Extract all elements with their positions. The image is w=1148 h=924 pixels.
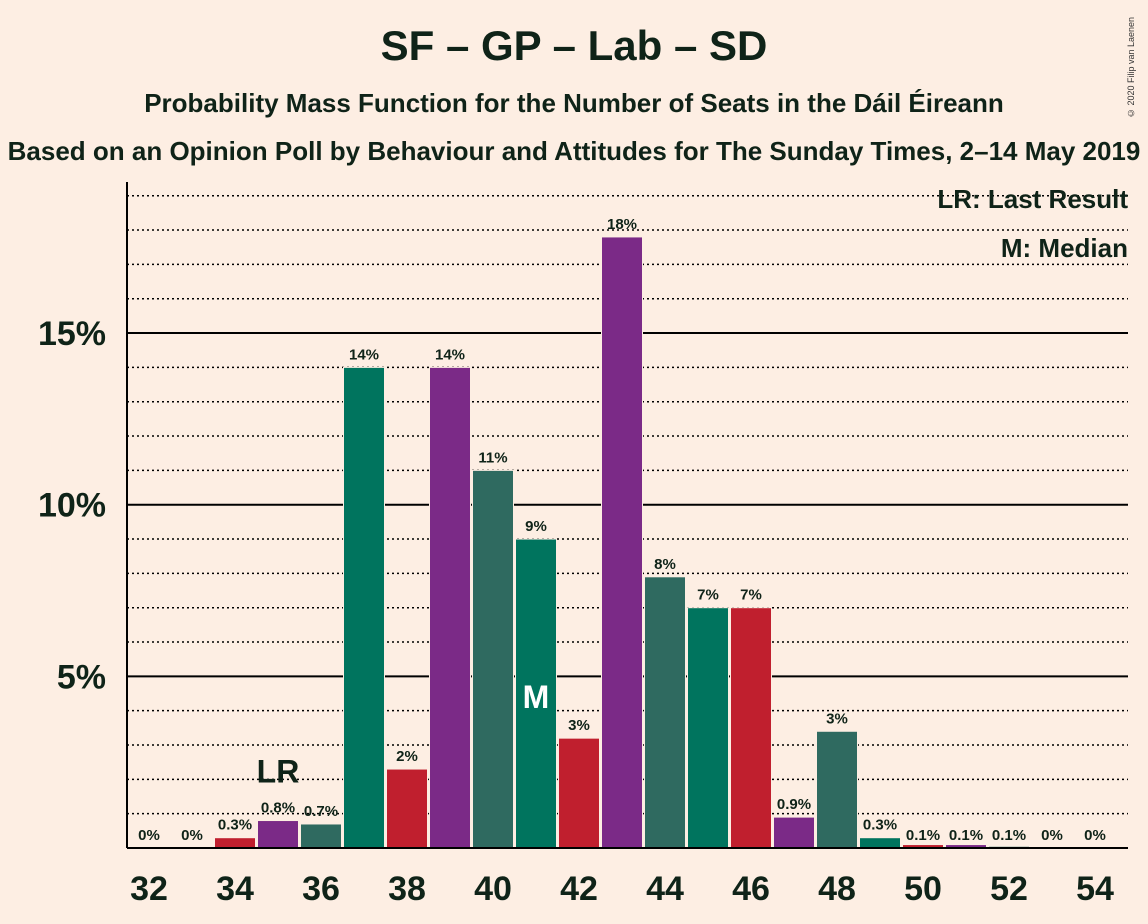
x-tick-labels: 32 34 36 38 40 42 44 46 48 50 52 54 <box>130 870 1114 908</box>
x-tick-label: 44 <box>646 870 684 908</box>
x-tick-label: 52 <box>990 870 1028 908</box>
median-marker: M <box>523 679 550 715</box>
data-label-46: 7% <box>740 587 762 604</box>
bar-38 <box>386 768 428 849</box>
bar-36 <box>300 823 342 849</box>
x-tick-label: 48 <box>818 870 856 908</box>
data-label-32: 0% <box>138 827 160 844</box>
data-label-52: 0.1% <box>992 827 1026 844</box>
y-tick-label: 10% <box>38 487 106 525</box>
data-label-40: 11% <box>478 449 507 466</box>
chart-title: SF – GP – Lab – SD <box>380 22 768 69</box>
chart-subtitle: Probability Mass Function for the Number… <box>144 88 1004 118</box>
x-tick-label: 32 <box>130 870 168 908</box>
data-label-51: 0.1% <box>949 827 983 844</box>
y-tick-label: 5% <box>57 658 106 696</box>
x-tick-label: 38 <box>388 870 426 908</box>
bar-44 <box>644 576 686 849</box>
y-tick-labels: 5% 10% 15% <box>38 315 106 696</box>
data-label-36: 0.7% <box>304 803 338 820</box>
chart-subtitle-2: Based on an Opinion Poll by Behaviour an… <box>7 136 1141 166</box>
bars <box>214 236 1030 849</box>
data-label-45: 7% <box>697 587 719 604</box>
x-tick-label: 42 <box>560 870 598 908</box>
data-label-48: 3% <box>826 710 848 727</box>
data-label-37: 14% <box>349 346 379 363</box>
data-label-34: 0.3% <box>218 817 252 834</box>
data-label-44: 8% <box>654 556 676 573</box>
legend-last-result: LR: Last Result <box>937 184 1128 214</box>
data-label-43: 18% <box>607 216 637 233</box>
axes <box>126 182 1128 849</box>
bar-42 <box>558 737 600 849</box>
bar-34 <box>214 837 256 849</box>
x-tick-label: 54 <box>1076 870 1114 908</box>
data-label-39: 14% <box>435 346 465 363</box>
bar-39 <box>429 366 471 849</box>
data-label-42: 3% <box>568 717 590 734</box>
bar-49 <box>859 837 901 849</box>
data-label-54: 0% <box>1084 827 1106 844</box>
x-tick-label: 50 <box>904 870 942 908</box>
x-tick-label: 34 <box>216 870 254 908</box>
data-label-47: 0.9% <box>777 796 811 813</box>
data-labels: 0% 0% 0.3% 0.8% 0.7% 14% 2% 14% 11% 9% 3% 18% 8% 7% 7%… <box>138 216 1106 844</box>
last-result-marker: LR <box>257 754 300 790</box>
markers: LR M <box>257 679 550 790</box>
bar-45 <box>687 607 729 849</box>
data-label-49: 0.3% <box>863 817 897 834</box>
data-label-41: 9% <box>525 518 547 535</box>
data-label-53: 0% <box>1041 827 1063 844</box>
x-tick-label: 46 <box>732 870 770 908</box>
x-tick-label: 40 <box>474 870 512 908</box>
bar-46 <box>730 607 772 849</box>
legend-median: M: Median <box>1001 233 1128 263</box>
bar-43 <box>601 236 643 849</box>
bar-37 <box>343 366 385 849</box>
bar-40 <box>472 469 514 849</box>
y-tick-label: 15% <box>38 315 106 353</box>
x-tick-label: 36 <box>302 870 340 908</box>
data-label-33: 0% <box>181 827 203 844</box>
bar-47 <box>773 816 815 849</box>
data-label-35: 0.8% <box>261 800 295 817</box>
bar-48 <box>816 730 858 849</box>
bar-35 <box>257 820 299 849</box>
data-label-50: 0.1% <box>906 827 940 844</box>
data-label-38: 2% <box>396 748 418 765</box>
bar-41 <box>515 538 557 849</box>
